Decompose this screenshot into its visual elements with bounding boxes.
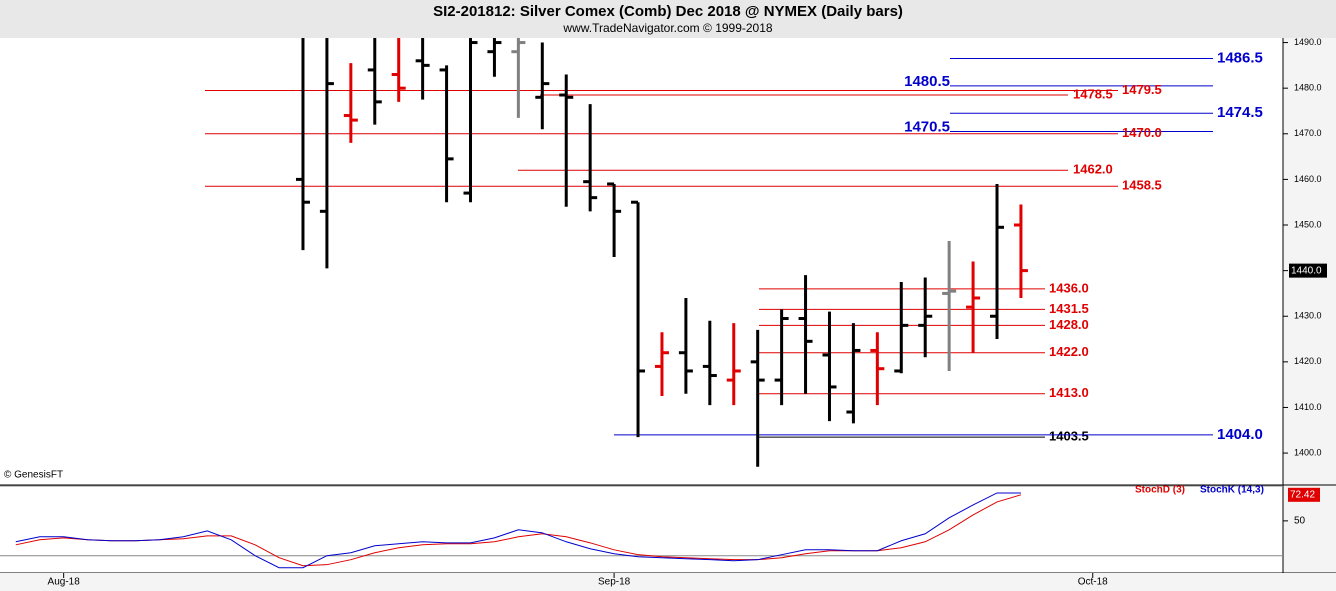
- level-label: 1470.0: [1122, 125, 1162, 140]
- level-label: 1479.5: [1122, 82, 1162, 97]
- y-tick-label: 1400.0: [1294, 447, 1322, 457]
- series-line: [15, 492, 1021, 569]
- y-tick-label: 1490.0: [1294, 37, 1322, 47]
- last-value-label: 72.42: [1290, 489, 1315, 500]
- y-tick-label: 1430.0: [1294, 311, 1322, 321]
- y-tick-label: 1480.0: [1294, 83, 1322, 93]
- level-label: 1404.0: [1217, 426, 1263, 443]
- level-label: 1470.5: [904, 118, 950, 135]
- y-tick-label: 1470.0: [1294, 128, 1322, 138]
- level-label: 1413.0: [1049, 385, 1089, 400]
- level-label: 1428.0: [1049, 317, 1089, 332]
- legend-label: StochK (14,3): [1200, 485, 1264, 496]
- level-label: 1403.5: [1049, 429, 1089, 444]
- axis-area: [1283, 38, 1336, 573]
- y-tick-label: 1420.0: [1294, 356, 1322, 366]
- level-label: 1474.5: [1217, 104, 1263, 121]
- y-tick-label: 1450.0: [1294, 219, 1322, 229]
- level-label: 1422.0: [1049, 344, 1089, 359]
- x-axis-area: [0, 573, 1336, 591]
- level-label: 1431.5: [1049, 301, 1089, 316]
- last-price-label: 1440.0: [1291, 265, 1322, 276]
- y-tick-label: 1460.0: [1294, 174, 1322, 184]
- level-label: 1478.5: [1073, 86, 1113, 101]
- header: [0, 0, 1336, 38]
- y-tick-label: 50: [1294, 516, 1306, 527]
- subtitle: www.TradeNavigator.com © 1999-2018: [562, 21, 772, 35]
- last-price-box: [1289, 263, 1327, 278]
- x-tick-label: Aug-18: [48, 577, 81, 588]
- level-label: 1462.0: [1073, 162, 1113, 177]
- level-label: 1436.0: [1049, 280, 1089, 295]
- legend-label: StochD (3): [1135, 485, 1185, 496]
- level-label: 1486.5: [1217, 49, 1263, 66]
- x-tick-label: Sep-18: [598, 577, 631, 588]
- x-tick-label: Oct-18: [1078, 577, 1108, 588]
- level-label: 1458.5: [1122, 178, 1162, 193]
- credit: © GenesisFT: [4, 470, 63, 481]
- chart-title: SI2-201812: Silver Comex (Comb) Dec 2018…: [433, 3, 903, 20]
- last-value-box: [1288, 487, 1320, 502]
- level-label: 1480.5: [904, 73, 950, 90]
- y-tick-label: 1410.0: [1294, 402, 1322, 412]
